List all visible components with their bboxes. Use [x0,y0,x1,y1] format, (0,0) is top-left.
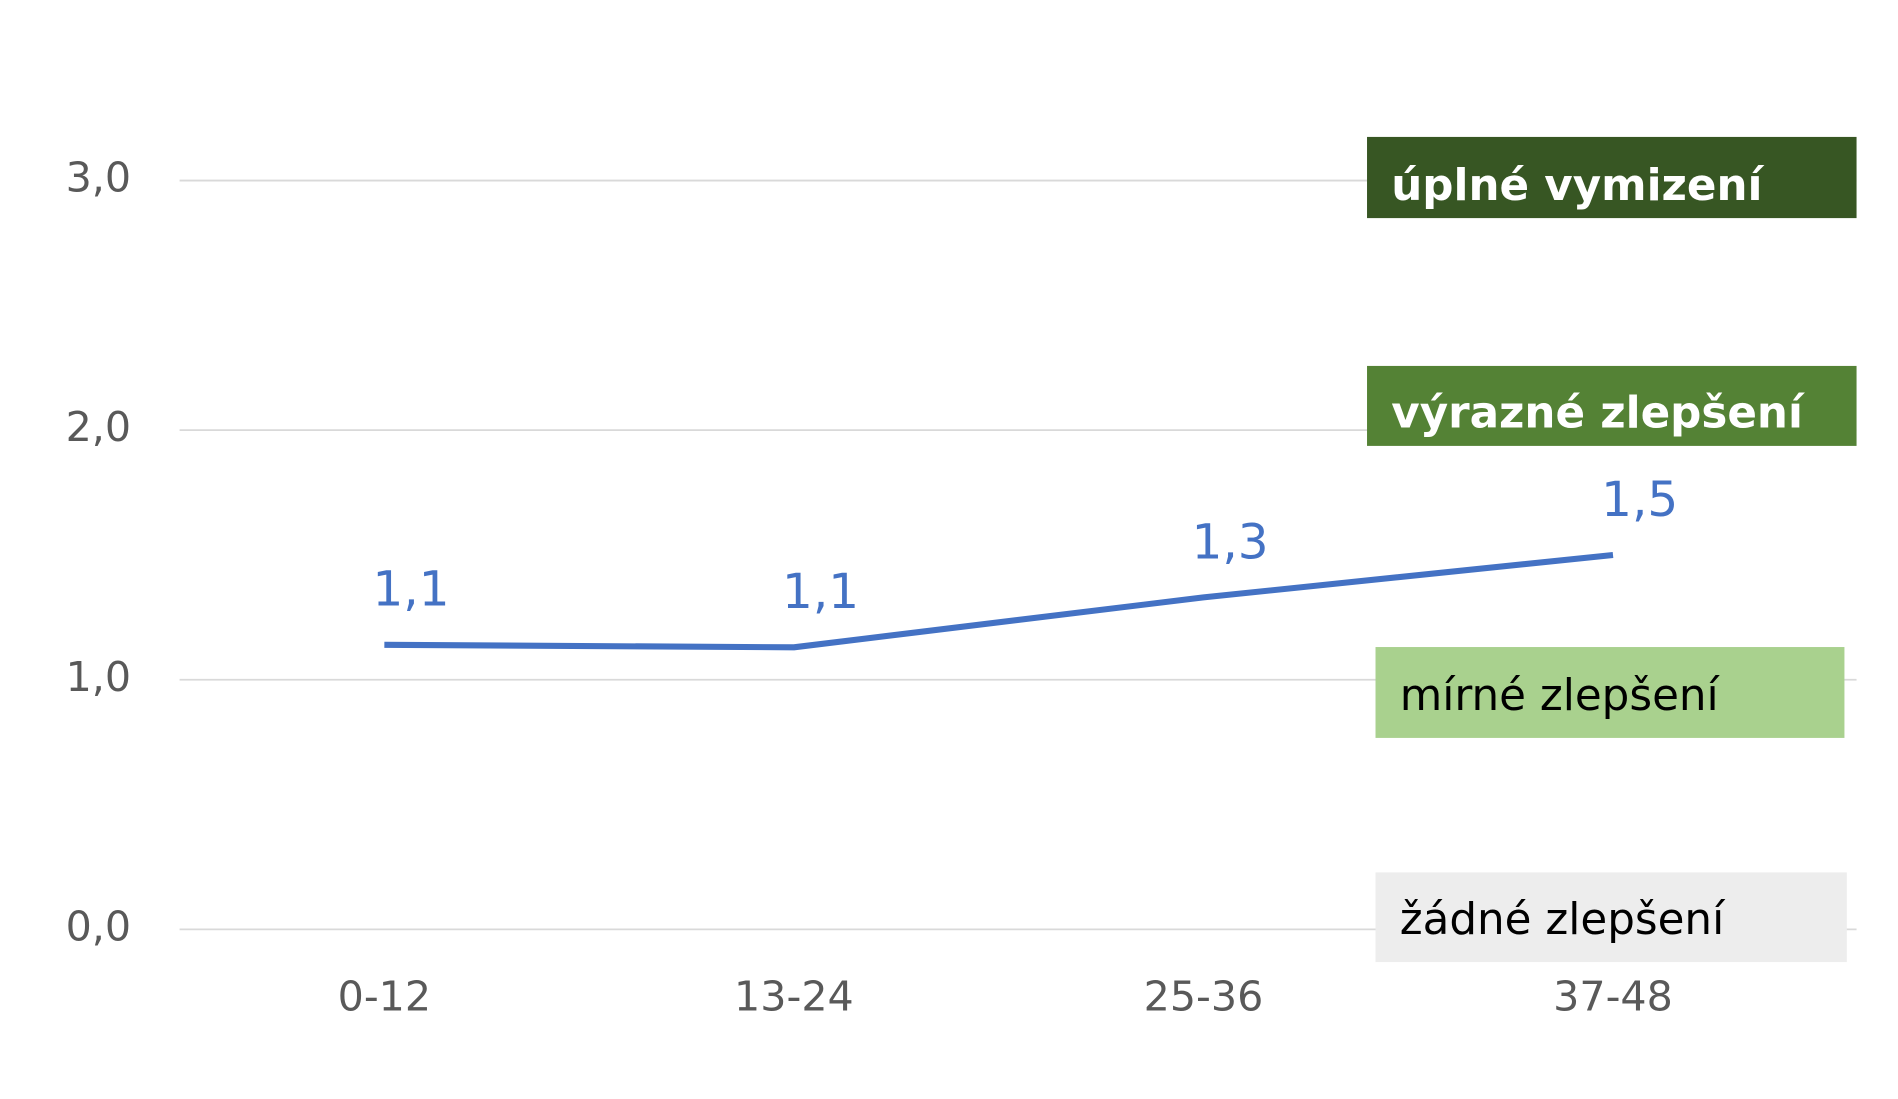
annotation-box [1367,365,1857,446]
y-tick-label: 0,0 [66,902,132,950]
x-tick-label: 25-36 [1144,973,1264,1021]
annotation-text: žádné zlepšení [1400,895,1726,945]
data-label: 1,5 [1601,472,1678,528]
x-tick-label: 13-24 [734,973,854,1021]
y-tick-label: 2,0 [66,403,132,451]
annotation-text: úplné vymizení [1391,161,1764,211]
annotation-box [1375,647,1845,738]
x-tick-label: 0-12 [338,973,431,1021]
data-label: 1,1 [372,562,449,618]
x-tick-label: 37-48 [1553,973,1673,1021]
line [384,551,1614,651]
y-tick-label: 1,0 [66,653,132,701]
annotation-box [1367,136,1857,219]
data-label: 1,3 [1192,514,1269,570]
annotation-text: mírné zlepšení [1400,671,1721,721]
annotation-box [1375,872,1847,963]
data-label: 1,1 [782,564,859,620]
y-tick-label: 3,0 [66,154,132,202]
annotation-text: výrazné zlepšení [1391,389,1805,439]
